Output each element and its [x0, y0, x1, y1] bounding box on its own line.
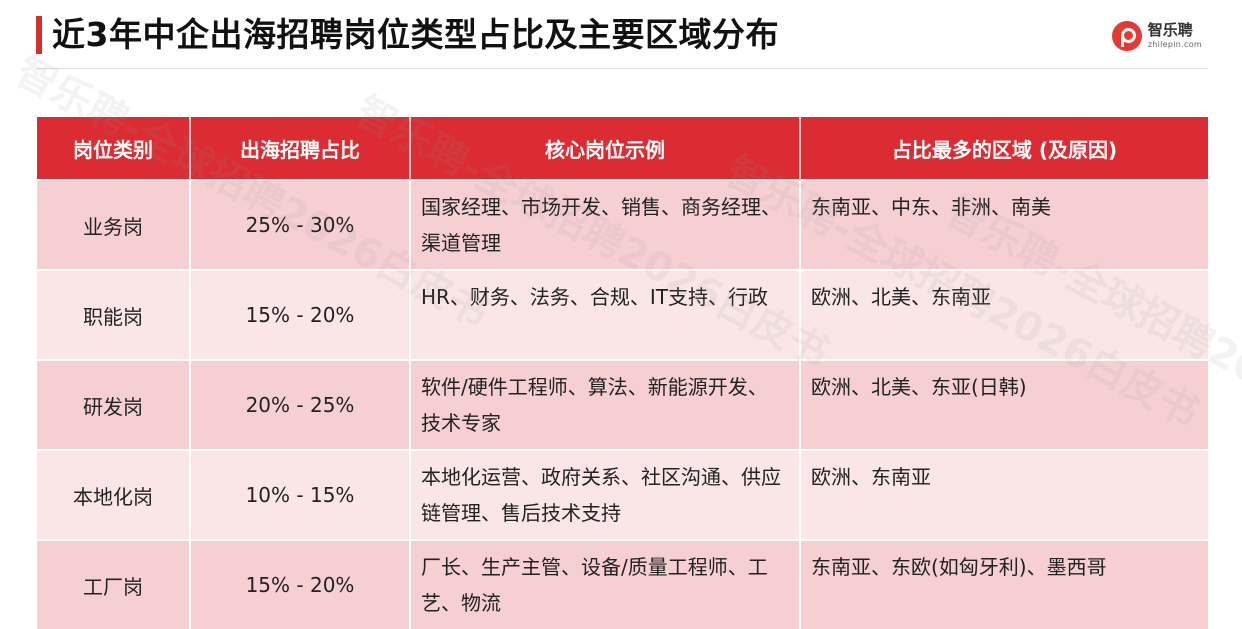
- cell-category: 业务岗: [37, 179, 191, 270]
- cell-category: 职能岗: [37, 269, 191, 360]
- cell-regions: 东南亚、东欧(如匈牙利)、墨西哥: [800, 539, 1208, 629]
- table-row: 业务岗 25% - 30% 国家经理、市场开发、销售、商务经理、渠道管理 东南亚…: [37, 179, 1208, 270]
- table-row: 研发岗 20% - 25% 软件/硬件工程师、算法、新能源开发、技术专家 欧洲、…: [37, 359, 1208, 450]
- cell-regions: 东南亚、中东、非洲、南美: [800, 179, 1208, 270]
- header-divider: [36, 68, 1208, 69]
- cell-ratio: 20% - 25%: [190, 359, 411, 450]
- logo-domain: zhilepin.com: [1147, 40, 1202, 49]
- cell-examples: 厂长、生产主管、设备/质量工程师、工艺、物流: [410, 539, 801, 629]
- table-header-row: 岗位类别 出海招聘占比 核心岗位示例 占比最多的区域 (及原因): [37, 117, 1208, 180]
- cell-examples: 国家经理、市场开发、销售、商务经理、渠道管理: [410, 179, 801, 270]
- cell-ratio: 15% - 20%: [190, 269, 411, 360]
- column-header-ratio: 出海招聘占比: [190, 117, 411, 180]
- cell-ratio: 25% - 30%: [190, 179, 411, 270]
- cell-examples: 本地化运营、政府关系、社区沟通、供应链管理、售后技术支持: [410, 449, 801, 540]
- cell-regions: 欧洲、东南亚: [800, 449, 1208, 540]
- cell-regions: 欧洲、北美、东南亚: [800, 269, 1208, 360]
- column-header-examples: 核心岗位示例: [410, 117, 801, 180]
- page-title: 近3年中企出海招聘岗位类型占比及主要区域分布: [52, 15, 779, 54]
- cell-category: 本地化岗: [37, 449, 191, 540]
- table-row: 职能岗 15% - 20% HR、财务、法务、合规、IT支持、行政 欧洲、北美、…: [37, 269, 1208, 360]
- column-header-category: 岗位类别: [37, 117, 191, 180]
- cell-regions: 欧洲、北美、东亚(日韩): [800, 359, 1208, 450]
- logo-icon: [1111, 21, 1142, 51]
- column-header-regions: 占比最多的区域 (及原因): [800, 117, 1208, 180]
- cell-examples: HR、财务、法务、合规、IT支持、行政: [410, 269, 801, 360]
- brand-logo: 智乐聘 zhilepin.com: [1111, 18, 1202, 54]
- cell-examples: 软件/硬件工程师、算法、新能源开发、技术专家: [410, 359, 801, 450]
- job-distribution-table: 岗位类别 出海招聘占比 核心岗位示例 占比最多的区域 (及原因) 业务岗 25%…: [37, 117, 1208, 629]
- cell-category: 工厂岗: [37, 539, 191, 629]
- cell-category: 研发岗: [37, 359, 191, 450]
- logo-name: 智乐聘: [1147, 21, 1193, 39]
- cell-ratio: 15% - 20%: [190, 539, 411, 629]
- table-row: 本地化岗 10% - 15% 本地化运营、政府关系、社区沟通、供应链管理、售后技…: [37, 449, 1208, 540]
- cell-ratio: 10% - 15%: [190, 449, 411, 540]
- table-row: 工厂岗 15% - 20% 厂长、生产主管、设备/质量工程师、工艺、物流 东南亚…: [37, 539, 1208, 629]
- title-accent-bar: [36, 16, 42, 54]
